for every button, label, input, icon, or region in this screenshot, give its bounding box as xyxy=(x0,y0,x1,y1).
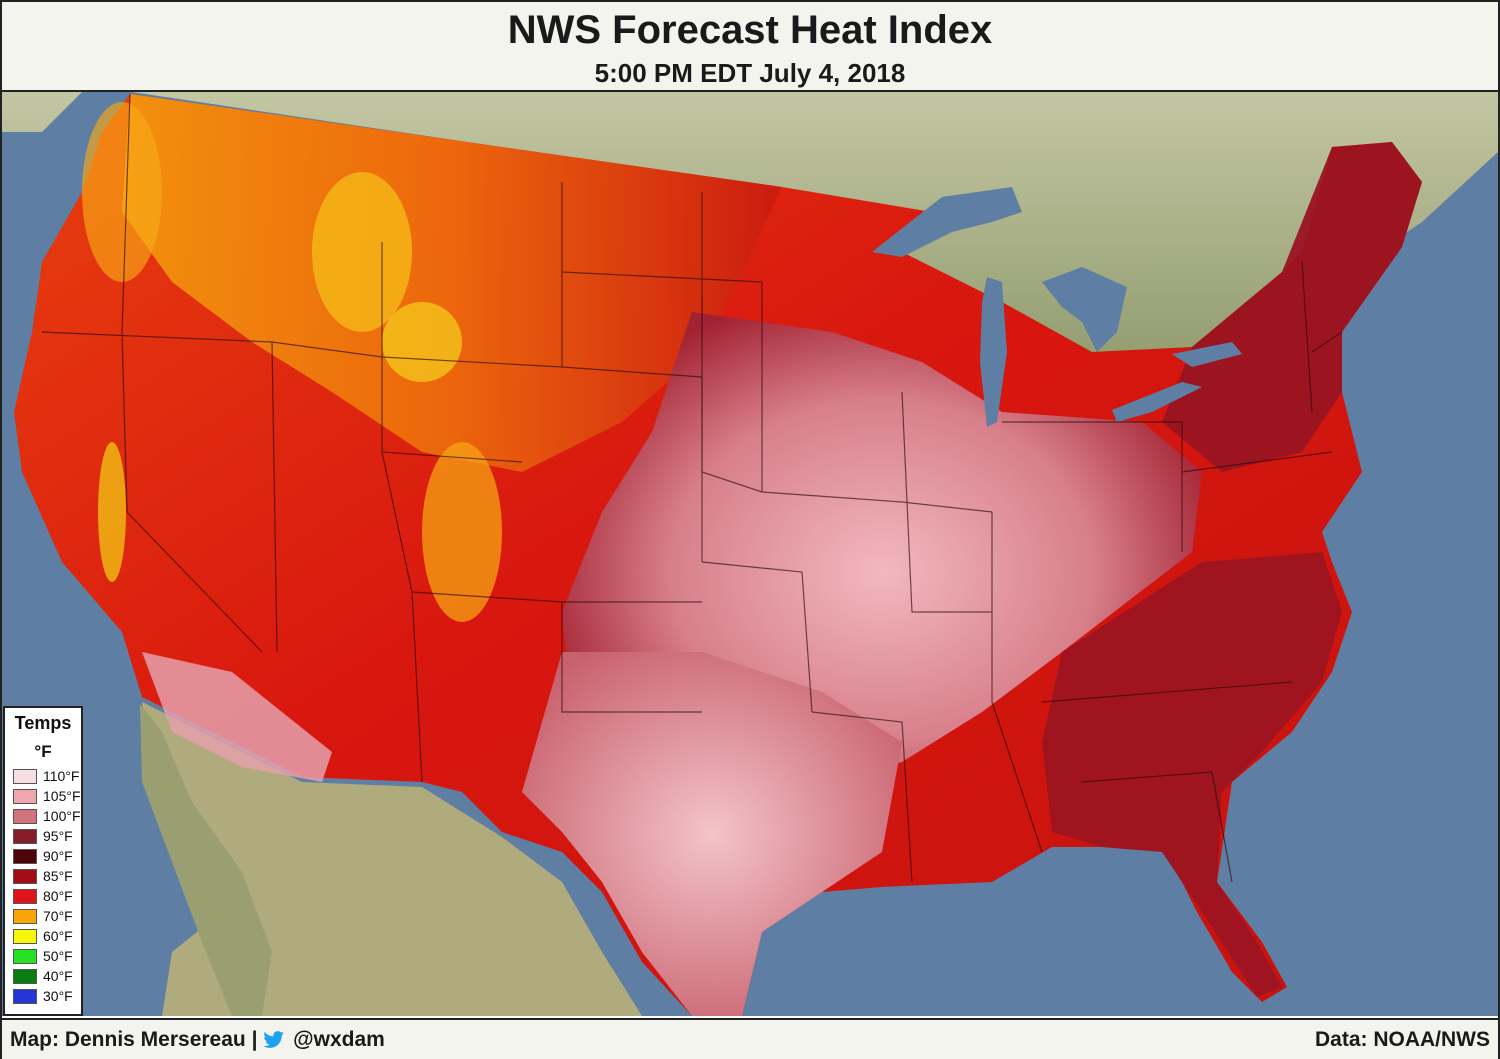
twitter-bird-icon xyxy=(263,1031,285,1049)
legend-swatch xyxy=(13,869,37,884)
legend: Temps °F 110°F 105°F 100°F 95°F 90°F 85°… xyxy=(3,706,83,1016)
legend-swatch xyxy=(13,989,37,1004)
lake-michigan xyxy=(980,277,1007,427)
southeast-heat-region xyxy=(1042,552,1342,997)
legend-label: 80°F xyxy=(43,888,73,904)
legend-label: 30°F xyxy=(43,988,73,1004)
legend-swatch xyxy=(13,889,37,904)
page-subtitle: 5:00 PM EDT July 4, 2018 xyxy=(594,58,906,88)
lake-huron xyxy=(1042,267,1127,352)
legend-title: Temps xyxy=(14,713,72,733)
texas-heat-region xyxy=(522,652,902,1016)
mexico-land xyxy=(142,702,642,1016)
colorado-cool-region xyxy=(422,442,502,622)
legend-label: 110°F xyxy=(43,768,80,784)
sierra-cool-region xyxy=(98,442,126,582)
legend-label: 40°F xyxy=(43,968,73,984)
legend-label: 60°F xyxy=(43,928,73,944)
northeast-heat-region xyxy=(1162,142,1422,472)
legend-label: 105°F xyxy=(43,788,81,804)
legend-label: 50°F xyxy=(43,948,73,964)
legend-swatch xyxy=(13,969,37,984)
baja-land xyxy=(140,704,272,1016)
legend-label: 100°F xyxy=(43,808,81,824)
desert-heat-region xyxy=(142,652,332,782)
legend-swatch xyxy=(13,829,37,844)
legend-label: 70°F xyxy=(43,908,73,924)
cascades-cool-region xyxy=(82,102,162,282)
credit-text: Map: Dennis Mersereau | xyxy=(10,1028,258,1051)
footer: Map: Dennis Mersereau | @wxdam Data: NOA… xyxy=(2,1018,1498,1059)
legend-swatch xyxy=(13,949,37,964)
map-canvas xyxy=(2,92,1498,1016)
page-title: NWS Forecast Heat Index xyxy=(507,8,993,52)
legend-label: 90°F xyxy=(43,848,73,864)
legend-unit: °F xyxy=(34,742,52,761)
lake-ontario xyxy=(1172,342,1242,367)
legend-swatch xyxy=(13,849,37,864)
legend-swatch xyxy=(13,769,37,784)
lake-superior xyxy=(872,187,1022,257)
legend-label: 95°F xyxy=(43,828,73,844)
data-source: Data: NOAA/NWS xyxy=(1314,1028,1490,1051)
map-credit: Map: Dennis Mersereau | @wxdam xyxy=(10,1028,385,1052)
legend-swatch xyxy=(13,789,37,804)
northern-plains-region xyxy=(122,94,782,472)
twitter-handle[interactable]: @wxdam xyxy=(293,1028,385,1051)
yellowstone-cool-region xyxy=(382,302,462,382)
header: NWS Forecast Heat Index 5:00 PM EDT July… xyxy=(2,2,1498,92)
legend-swatch xyxy=(13,929,37,944)
legend-label: 85°F xyxy=(43,868,73,884)
legend-swatch xyxy=(13,809,37,824)
canada-land xyxy=(2,92,1498,382)
state-borders xyxy=(41,93,1343,883)
legend-swatch xyxy=(13,909,37,924)
heat-index-map xyxy=(2,92,1498,1016)
rockies-cool-region xyxy=(312,172,412,332)
lake-erie xyxy=(1112,382,1202,422)
